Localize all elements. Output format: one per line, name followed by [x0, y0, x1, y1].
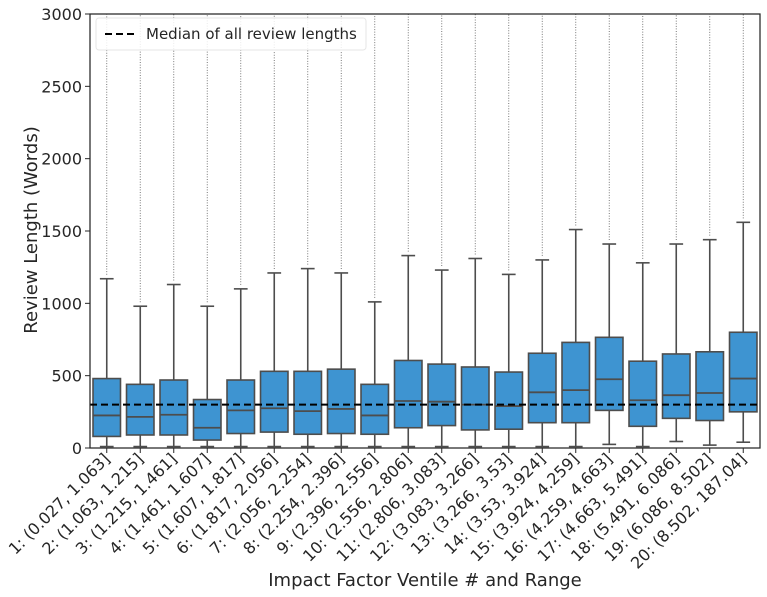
box-13: [494, 14, 524, 448]
iqr-box: [661, 353, 691, 420]
iqr-box: [628, 360, 658, 428]
box-6: [259, 14, 289, 448]
iqr-box: [92, 377, 122, 438]
box-17: [628, 14, 658, 448]
iqr-box: [695, 350, 725, 422]
iqr-box: [594, 336, 624, 412]
legend-label: Median of all review lengths: [146, 25, 357, 43]
iqr-box: [192, 398, 222, 441]
y-tick-label: 500: [51, 367, 82, 386]
y-tick-label: 3000: [41, 5, 82, 24]
box-20: [728, 14, 758, 444]
box-12: [460, 14, 490, 448]
box-14: [527, 14, 557, 448]
iqr-box: [460, 366, 490, 431]
iqr-box: [125, 383, 155, 436]
iqr-box: [561, 341, 591, 424]
box-15: [561, 14, 591, 448]
y-tick-label: 2000: [41, 150, 82, 169]
legend: Median of all review lengths: [95, 17, 367, 51]
box-7: [293, 14, 323, 448]
box-5: [226, 14, 256, 448]
box-2: [125, 14, 155, 448]
iqr-box: [159, 379, 189, 436]
y-axis-title: Review Length (Words): [21, 126, 42, 333]
iqr-box: [326, 368, 356, 435]
y-tick-label: 0: [72, 439, 82, 458]
box-10: [393, 14, 423, 448]
box-16: [594, 14, 624, 446]
iqr-box: [226, 379, 256, 435]
iqr-box: [527, 352, 557, 424]
box-8: [326, 14, 356, 448]
box-4: [192, 14, 222, 448]
x-axis: 1: (0.027, 1.063]2: (1.063, 1.215]3: (1.…: [5, 448, 750, 573]
iqr-box: [427, 363, 457, 427]
y-tick-label: 1500: [41, 222, 82, 241]
iqr-box: [259, 370, 289, 433]
box-1: [92, 14, 122, 448]
legend-box: [95, 17, 367, 51]
iqr-box: [728, 331, 758, 413]
y-tick-label: 2500: [41, 77, 82, 96]
iqr-box: [494, 371, 524, 430]
box-18: [661, 14, 691, 443]
box-3: [159, 14, 189, 448]
plot-frame: [89, 13, 761, 449]
iqr-box: [293, 370, 323, 436]
y-axis: 0 500 1000 1500 2000 2500 3000: [41, 5, 90, 458]
box-11: [427, 14, 457, 448]
boxes-layer: [92, 14, 758, 448]
iqr-box: [360, 383, 390, 436]
y-tick-label: 1000: [41, 294, 82, 313]
box-9: [360, 14, 390, 448]
x-axis-title: Impact Factor Ventile # and Range: [268, 570, 582, 591]
iqr-box: [393, 359, 423, 429]
box-19: [695, 14, 725, 446]
